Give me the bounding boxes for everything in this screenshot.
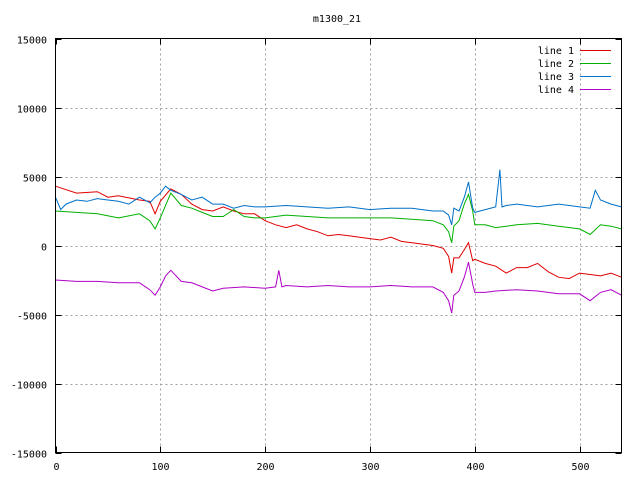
series-line-2 — [55, 192, 622, 243]
legend: line 1 line 2 line 3 line 4 — [538, 46, 611, 96]
series-line-1 — [55, 185, 622, 280]
x-tick-label: 100 — [151, 462, 169, 473]
y-tick-label: 5000 — [23, 174, 47, 185]
chart-title: m1300_21 — [313, 14, 361, 25]
y-tick-label: 10000 — [17, 105, 47, 116]
x-tick-label: 400 — [466, 462, 484, 473]
legend-label: line 4 — [538, 85, 574, 96]
x-tick-label: 500 — [571, 462, 589, 473]
x-tick-label: 200 — [256, 462, 274, 473]
series-line-3 — [55, 169, 622, 225]
y-tick-label: -5000 — [17, 312, 47, 323]
y-axis-tick-labels: -15000 -10000 -5000 0 5000 10000 15000 — [11, 36, 47, 461]
plot-frame — [55, 38, 622, 453]
x-tick-label: 0 — [53, 462, 59, 473]
y-tick-label: 0 — [41, 243, 47, 254]
series-group — [55, 169, 622, 314]
legend-label: line 3 — [538, 72, 574, 83]
y-tick-label: -15000 — [11, 450, 47, 461]
x-axis-tick-labels: 0 100 200 300 400 500 — [53, 462, 589, 473]
grid — [55, 38, 622, 453]
axis-ticks — [55, 38, 622, 454]
series-line-4 — [55, 261, 622, 314]
y-tick-label: 15000 — [17, 36, 47, 47]
legend-label: line 2 — [538, 59, 574, 70]
x-tick-label: 300 — [361, 462, 379, 473]
legend-label: line 1 — [538, 46, 574, 57]
y-tick-label: -10000 — [11, 381, 47, 392]
